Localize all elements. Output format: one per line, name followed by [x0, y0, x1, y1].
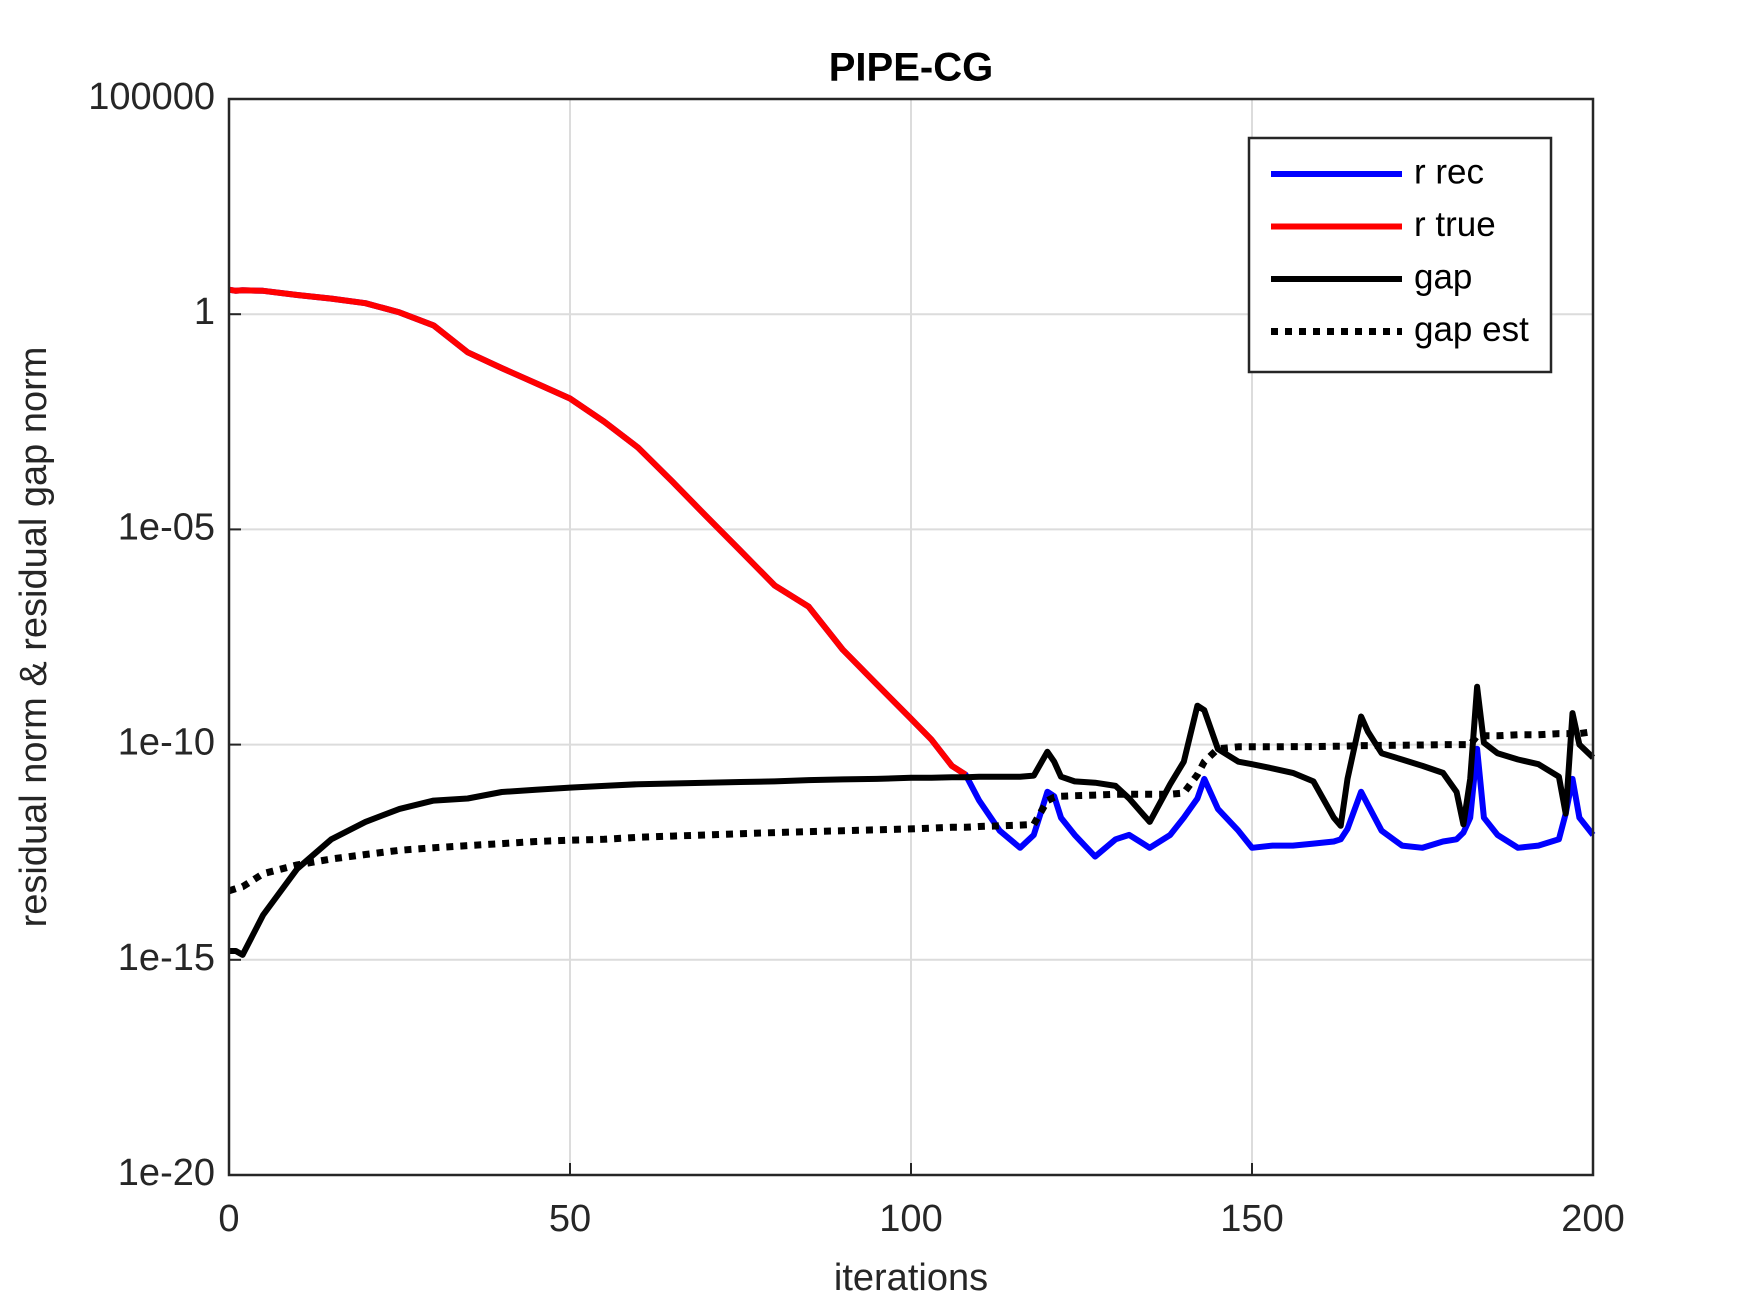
x-tick-label: 100 — [879, 1198, 942, 1240]
series-line — [228, 286, 968, 778]
y-tick-label: 1e-20 — [118, 1152, 215, 1194]
x-tick-label: 200 — [1561, 1198, 1624, 1240]
series-line — [229, 683, 1596, 958]
y-tick-label: 1e-15 — [118, 937, 215, 979]
plot-frame — [227, 97, 1595, 1177]
y-axis-label: residual norm & residual gap norm — [13, 347, 55, 928]
y-tick-label: 1e-05 — [118, 506, 215, 548]
legend-label: r true — [1414, 205, 1496, 244]
chart-title: PIPE-CG — [829, 46, 993, 90]
legend-label: gap est — [1414, 310, 1529, 349]
x-tick-label: 0 — [218, 1198, 239, 1240]
legend-label: r rec — [1414, 152, 1484, 191]
series-line — [227, 728, 1594, 895]
x-axis-label: iterations — [834, 1257, 988, 1299]
y-tick-label: 100000 — [88, 76, 215, 118]
y-tick-label: 1e-10 — [118, 722, 215, 764]
x-tick-label: 50 — [549, 1198, 591, 1240]
x-tick-label: 150 — [1220, 1198, 1283, 1240]
legend-label: gap — [1414, 257, 1472, 296]
y-tick-label: 1 — [194, 291, 215, 333]
